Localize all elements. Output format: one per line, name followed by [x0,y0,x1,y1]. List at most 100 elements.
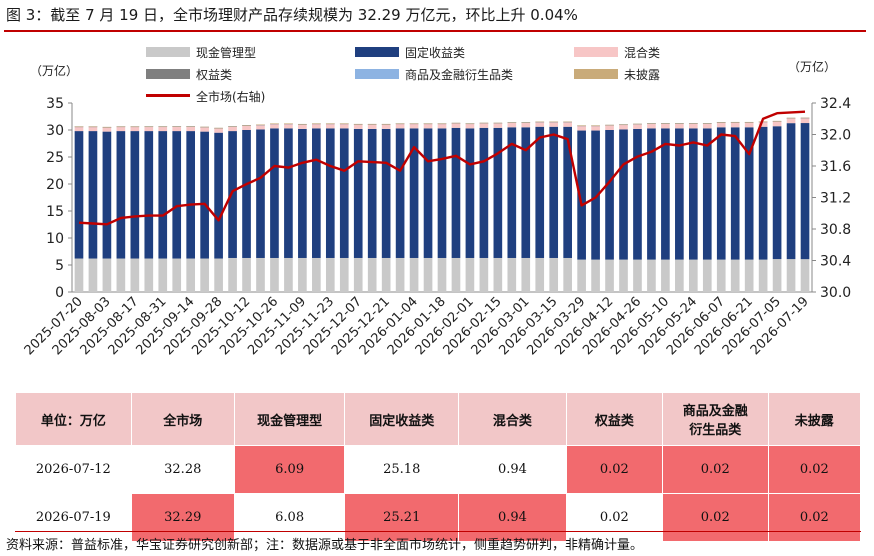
bar-segment [675,259,684,292]
bar-segment [88,126,98,127]
bar-segment [144,126,154,132]
left-tick-label: 15 [46,204,64,220]
table-cell: 0.94 [458,493,567,542]
bar-segment [242,130,251,258]
table-cell: 0.02 [661,493,769,542]
table-cell: 32.29 [130,493,235,542]
bar-segment [688,123,698,124]
bar-segment [284,257,293,292]
bar-segment [563,121,572,127]
bar-segment [325,128,335,258]
bar-segment [158,131,168,259]
legend-swatch [574,69,618,79]
bar-segment [744,259,754,292]
bar-segment [605,124,614,126]
bar-segment [493,123,503,128]
left-tick-label: 5 [55,258,64,274]
bar-segment [158,126,168,132]
bar-segment [451,127,461,258]
bar-segment [130,126,140,132]
bar-segment [186,126,196,127]
source-note: 资料来源：普益标准，华宝证券研究创新部；注：数据源或基于非全面市场统计，侧重趋势… [6,538,644,553]
table-cell: 0.02 [661,445,769,494]
bar-segment [437,257,447,292]
bar-segment [172,126,182,132]
table-bottom-rule [15,531,861,532]
table-cell: 0.02 [565,445,663,494]
bar-segment [465,123,475,124]
bar-segment [325,123,335,129]
bar-segment [270,123,279,129]
table-cell: 6.08 [233,493,346,542]
bar-segment [130,131,140,259]
bar-segment [800,117,810,119]
left-tick-label: 0 [55,285,64,301]
bar-segment [535,121,545,123]
table-header-cell: 商品及金融 衍生品类 [661,392,769,446]
bar-segment [130,126,140,127]
bar-segment [186,131,196,259]
bar-segment [744,121,754,123]
bar-segment [74,131,84,259]
bar-segment [619,129,628,260]
bar-segment [563,257,572,292]
bar-segment [437,123,447,129]
legend-swatch [355,47,399,57]
bar-segment [507,122,517,123]
bar-segment [688,128,698,260]
bar-segment [256,124,265,130]
legend-label: 未披露 [624,68,661,82]
stacked-bar-chart: 0 5 10 15 20 25 30 35 30.0 30.4 30.8 31.2 31.6 32.0 32… [22,96,851,358]
bar-segment [465,128,475,258]
bar-segment [661,123,670,124]
bar-segment [507,127,517,258]
bar-segment [395,123,405,129]
bar-segment [228,126,237,132]
left-tick-label: 30 [46,123,64,139]
bar-segment [605,125,614,130]
bar-segment [716,122,726,128]
bar-segment [577,125,586,131]
bar-segment [661,128,670,260]
table-body: 2026-07-12 32.28 6.09 25.18 0.94 0.02 0.02 0.02… [15,445,862,542]
right-tick-label: 30.8 [820,222,851,238]
bar-segment [298,128,307,258]
table-cell: 6.09 [233,445,346,494]
bar-segment [325,257,335,292]
bar-segment [493,257,503,292]
bar-segment [102,127,112,132]
bar-segment [409,123,419,129]
bar-segment [284,123,293,125]
table-header-cell: 固定收益类 [344,392,460,446]
legend-swatch [146,94,190,97]
table-cell: 2026-07-19 [15,493,132,542]
right-tick-label: 31.2 [820,191,851,207]
bar-segment [661,259,670,292]
bar-segment [312,257,321,292]
table-cell: 0.02 [767,445,862,494]
bar-segment [298,257,307,292]
legend-label: 权益类 [196,68,233,82]
bar-segment [702,259,712,292]
left-tick-label: 25 [46,150,64,166]
figure-title: 图 3：截至 7 月 19 日，全市场理财产品存续规模为 32.29 万亿元，环… [6,6,578,24]
bar-segment [702,128,712,260]
bar-segment [716,127,726,260]
table-header-cell: 现金管理型 [233,392,346,446]
bar-segment [381,124,391,129]
bar-segment [242,125,251,126]
bar-segment [786,118,796,124]
bar-segment [339,128,349,258]
right-axis-unit: （万亿） [788,60,837,74]
bar-segment [451,257,461,292]
bar-segment [772,259,782,292]
bar-segment [800,117,810,124]
table-header-cell: 权益类 [565,392,663,446]
bar-segment [535,126,545,258]
bar-segment [339,257,349,292]
bar-segment [353,257,363,292]
bar-segment [256,257,265,292]
legend-swatch [146,47,190,57]
bar-segment [730,127,740,260]
bar-segment [507,257,517,292]
